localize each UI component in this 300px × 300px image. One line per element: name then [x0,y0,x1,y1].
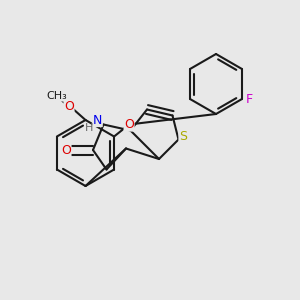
Text: O: O [124,118,134,131]
Text: CH₃: CH₃ [46,91,68,101]
Text: O: O [64,100,74,113]
Text: O: O [61,143,71,157]
Text: S: S [179,130,187,143]
Text: N: N [93,113,102,127]
Text: H: H [85,123,93,133]
Text: F: F [246,92,253,106]
